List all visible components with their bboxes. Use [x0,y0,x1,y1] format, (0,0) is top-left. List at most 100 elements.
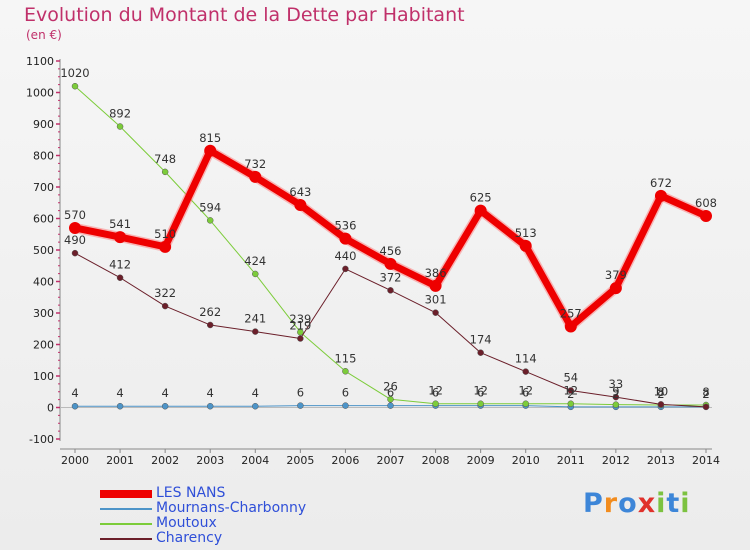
data-label: 6 [387,386,394,400]
data-point [657,401,665,408]
data-point [564,320,577,333]
data-label: 8 [657,385,664,399]
legend-swatch [100,537,152,540]
data-label: 12 [473,384,488,398]
data-point [206,217,214,224]
data-point [161,302,169,310]
data-point [342,368,349,375]
data-point [477,349,484,356]
data-point [654,189,667,202]
data-point [294,198,307,211]
legend-label: Charency [156,530,223,546]
data-label: 748 [154,152,176,166]
data-point [159,240,172,253]
data-label: 4 [71,386,78,400]
data-label: 6 [342,386,349,400]
data-label: 2 [657,387,664,401]
legend-label: LES NANS [156,485,226,501]
data-label: 174 [470,333,492,347]
x-tick-label: 2001 [106,454,134,467]
y-tick-label: 100 [33,370,54,383]
data-label: 241 [244,312,266,326]
legend: LES NANS Mournans-Charbonny Moutoux Charenc… [100,486,306,546]
data-point [477,400,484,407]
y-tick-label: 800 [33,150,54,163]
logo-letter: r [603,488,619,519]
logo-letter: x [637,488,657,519]
x-tick-label: 2011 [557,454,585,467]
logo-letter: i [680,488,691,519]
data-point [116,123,124,130]
data-label: 608 [695,196,717,210]
data-point [432,309,439,316]
x-tick-label: 2000 [61,454,89,467]
legend-item: Charency [100,531,306,546]
logo-letter: o [618,488,638,519]
y-tick-label: 200 [33,339,54,352]
y-tick-label: 1000 [26,87,54,100]
data-label: 8 [702,385,709,399]
y-tick-label: 600 [33,213,54,226]
data-label: 732 [244,157,266,171]
data-label: 4 [207,386,214,400]
data-label: 2 [612,387,619,401]
data-label: 10 [654,384,669,398]
data-point [612,393,620,401]
data-point [297,335,304,342]
data-label: 301 [425,293,447,307]
legend-label: Mournans-Charbonny [156,500,307,516]
data-label: 412 [109,258,131,272]
legend-item: Moutoux [100,516,306,531]
y-tick-label: 500 [33,244,54,257]
y-tick-label: 900 [33,118,54,131]
x-tick-label: 2003 [196,454,224,467]
data-point [609,282,622,295]
data-point [429,279,442,292]
data-point [252,270,259,278]
x-tick-label: 2005 [286,454,314,467]
data-label: 12 [563,384,578,398]
data-label: 2 [702,387,709,401]
data-label: 672 [650,176,672,190]
data-point [432,400,439,407]
x-tick-label: 2004 [241,454,269,467]
data-point [71,82,79,90]
data-label: 6 [297,386,304,400]
data-label: 513 [515,226,537,240]
data-label: 2 [702,387,709,401]
legend-swatch [100,507,152,510]
data-label: 570 [64,208,86,222]
y-tick-label: 700 [33,181,54,194]
data-point [387,402,394,409]
data-label: 115 [334,351,356,365]
data-label: 239 [289,312,311,326]
data-label: 372 [380,270,402,284]
data-point [297,402,304,409]
data-point [206,321,214,329]
data-point [387,287,394,294]
data-label: 424 [244,254,266,268]
x-tick-label: 2002 [151,454,179,467]
data-label: 536 [334,219,356,233]
data-label: 1020 [60,66,89,80]
y-tick-label: 1100 [26,55,54,68]
data-label: 2 [567,387,574,401]
x-tick-label: 2006 [331,454,359,467]
data-label: 6 [522,386,529,400]
legend-item: LES NANS [100,486,306,501]
x-tick-label: 2009 [467,454,495,467]
data-point [161,402,169,410]
data-label: 4 [161,386,168,400]
chart-title: Evolution du Montant de la Dette par Hab… [24,4,465,26]
x-tick-label: 2013 [647,454,675,467]
data-label: 9 [612,385,619,399]
data-point [700,209,712,222]
data-label: 510 [154,227,176,241]
data-point [612,401,620,408]
data-point [474,204,487,217]
logo-letter: t [666,488,681,519]
legend-label: Moutoux [156,515,217,531]
data-point [567,400,575,407]
